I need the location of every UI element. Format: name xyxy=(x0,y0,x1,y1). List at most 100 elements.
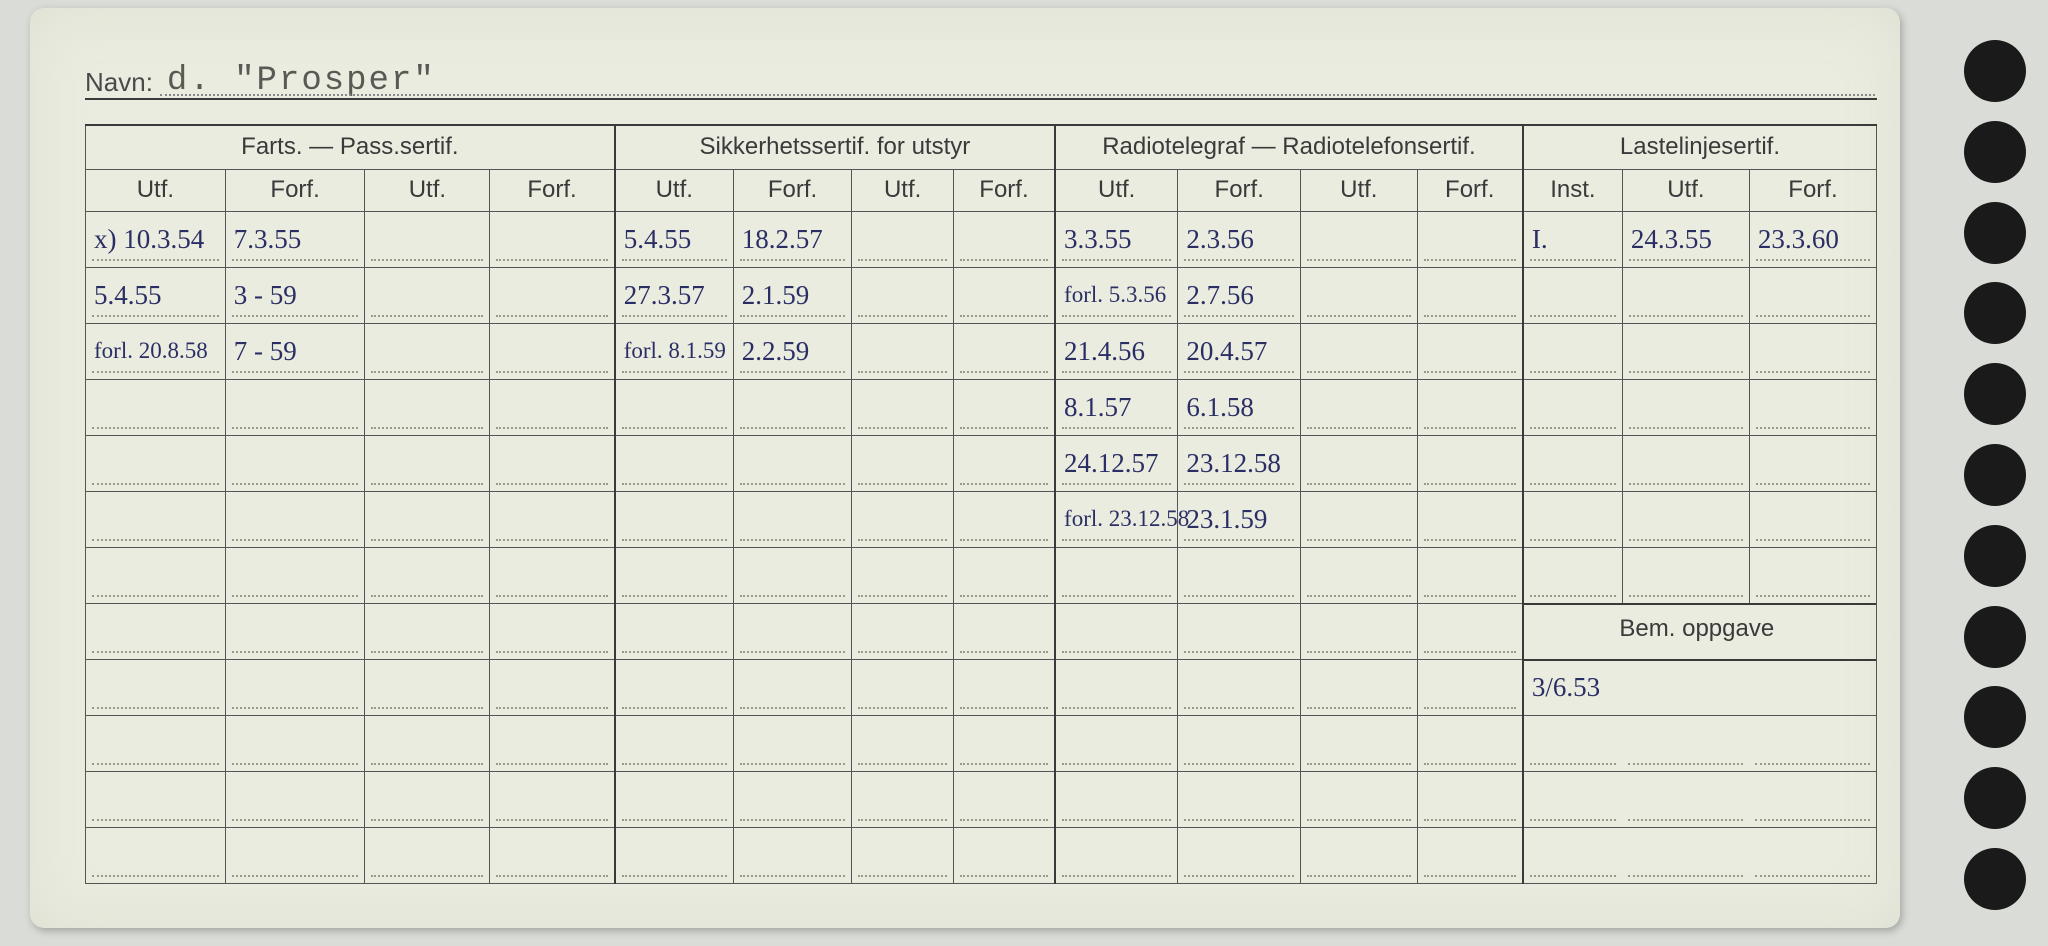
table-cell: 18.2.57 xyxy=(733,211,852,267)
table-cell xyxy=(1523,603,1622,659)
table-cell xyxy=(953,491,1055,547)
table-cell xyxy=(365,659,490,715)
table-cell xyxy=(953,267,1055,323)
table-cell xyxy=(225,659,365,715)
table-cell xyxy=(1523,547,1622,603)
table-cell xyxy=(1055,827,1178,883)
table-cell xyxy=(1523,379,1622,435)
table-row xyxy=(86,547,1877,603)
table-cell xyxy=(490,771,615,827)
sub-utf: Utf. xyxy=(852,169,954,211)
table-cell xyxy=(733,771,852,827)
binder-holes xyxy=(1936,40,2026,910)
table-cell xyxy=(1622,379,1749,435)
table-cell xyxy=(1178,827,1301,883)
cell-value: 7.3.55 xyxy=(232,224,302,254)
table-cell xyxy=(1622,435,1749,491)
cell-value: 23.3.60 xyxy=(1756,224,1839,254)
table-cell xyxy=(365,323,490,379)
table-cell xyxy=(1523,491,1622,547)
table-cell xyxy=(86,435,226,491)
table-cell xyxy=(1749,547,1876,603)
table-cell xyxy=(1301,379,1417,435)
cell-value: forl. 20.8.58 xyxy=(92,338,208,363)
table-cell xyxy=(615,379,734,435)
table-cell xyxy=(1301,491,1417,547)
table-cell xyxy=(615,603,734,659)
table-cell xyxy=(1178,547,1301,603)
table-cell xyxy=(1301,323,1417,379)
cell-value: forl. 8.1.59 xyxy=(622,338,726,363)
table-cell xyxy=(225,715,365,771)
table-cell xyxy=(615,547,734,603)
hole-icon xyxy=(1964,444,2026,506)
table-cell xyxy=(1178,603,1301,659)
table-cell: forl. 5.3.56 xyxy=(1055,267,1178,323)
table-cell: 23.12.58 xyxy=(1178,435,1301,491)
table-cell xyxy=(852,659,954,715)
table-cell: forl. 23.12.58 xyxy=(1055,491,1178,547)
bem-divider xyxy=(1523,603,1876,605)
table-cell xyxy=(852,827,954,883)
table-cell xyxy=(86,715,226,771)
table-cell xyxy=(490,211,615,267)
table-cell xyxy=(1055,715,1178,771)
hole-icon xyxy=(1964,121,2026,183)
sub-forf: Forf. xyxy=(225,169,365,211)
table-cell: 23.3.60 xyxy=(1749,211,1876,267)
table-cell xyxy=(1301,435,1417,491)
table-cell xyxy=(852,379,954,435)
name-underline xyxy=(85,98,1877,100)
table-row: 3/6.53 xyxy=(86,659,1877,715)
table-row: x) 10.3.547.3.555.4.5518.2.573.3.552.3.5… xyxy=(86,211,1877,267)
hole-icon xyxy=(1964,202,2026,264)
table-cell xyxy=(1523,771,1622,827)
cell-value: 2.3.56 xyxy=(1184,224,1254,254)
group-sikkerhet: Sikkerhetssertif. for utstyr xyxy=(615,125,1055,169)
table-cell xyxy=(1523,323,1622,379)
bem-value: 3/6.53 xyxy=(1530,672,1600,702)
table-row xyxy=(86,827,1877,883)
group-laste: Lastelinjesertif. xyxy=(1523,125,1877,169)
table-cell: 2.2.59 xyxy=(733,323,852,379)
sub-utf: Utf. xyxy=(1055,169,1178,211)
table-cell xyxy=(1417,603,1523,659)
sub-utf: Utf. xyxy=(1622,169,1749,211)
table-cell xyxy=(953,211,1055,267)
table-cell xyxy=(1301,715,1417,771)
table-cell: I. xyxy=(1523,211,1622,267)
table-cell xyxy=(1417,435,1523,491)
table-cell xyxy=(953,323,1055,379)
table-cell xyxy=(490,547,615,603)
table-cell: 7 - 59 xyxy=(225,323,365,379)
table-row: 8.1.576.1.58 xyxy=(86,379,1877,435)
table-cell xyxy=(852,547,954,603)
table-cell xyxy=(490,379,615,435)
table-cell xyxy=(1417,715,1523,771)
table-cell xyxy=(490,491,615,547)
table-cell xyxy=(365,435,490,491)
sub-inst: Inst. xyxy=(1523,169,1622,211)
hole-icon xyxy=(1964,282,2026,344)
table-cell xyxy=(1749,659,1876,715)
table-cell xyxy=(1055,547,1178,603)
table-cell xyxy=(225,491,365,547)
table-cell xyxy=(1055,659,1178,715)
table-cell xyxy=(1301,771,1417,827)
table-cell xyxy=(490,323,615,379)
table-cell: 24.3.55 xyxy=(1622,211,1749,267)
table-cell xyxy=(365,267,490,323)
name-row: Navn: d. "Prosper" xyxy=(85,52,1877,100)
hole-icon xyxy=(1964,848,2026,910)
table-cell: 2.1.59 xyxy=(733,267,852,323)
table-cell: 3.3.55 xyxy=(1055,211,1178,267)
table-cell xyxy=(225,603,365,659)
table-cell xyxy=(1301,659,1417,715)
table-cell xyxy=(1417,267,1523,323)
table-cell xyxy=(1523,435,1622,491)
table-cell xyxy=(225,771,365,827)
cell-value: 3 - 59 xyxy=(232,280,297,310)
cell-value: 18.2.57 xyxy=(740,224,823,254)
cell-value: 24.12.57 xyxy=(1062,448,1159,478)
table-cell xyxy=(365,603,490,659)
